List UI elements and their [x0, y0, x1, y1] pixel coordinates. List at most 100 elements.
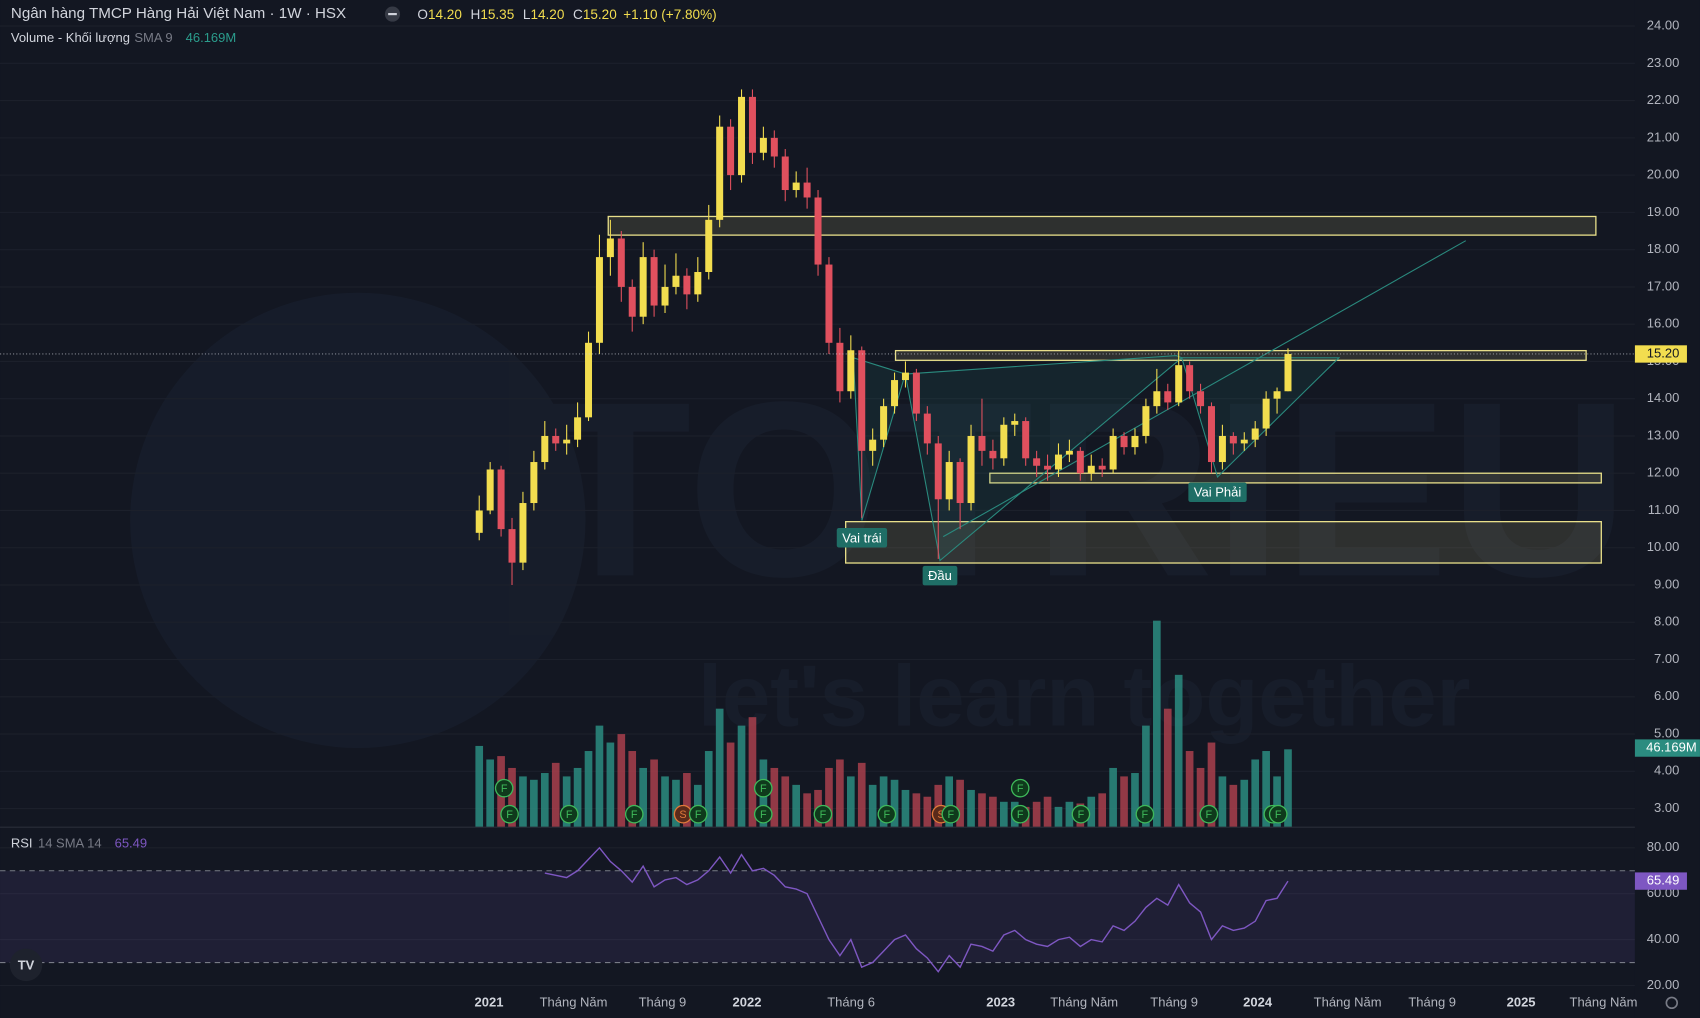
- volume-bar: [890, 779, 899, 828]
- candle-body: [978, 435, 986, 451]
- candle-body: [912, 372, 920, 414]
- candle-body: [869, 439, 877, 451]
- volume-bar: [1087, 796, 1096, 828]
- event-label: F: [948, 809, 955, 821]
- x-tick-label: 2024: [1243, 994, 1273, 1009]
- event-marker[interactable]: [559, 804, 579, 824]
- event-label: F: [631, 809, 638, 821]
- event-label: F: [884, 809, 891, 821]
- volume-bar: [1284, 749, 1292, 828]
- candle-body: [585, 342, 593, 418]
- tv-logo[interactable]: [9, 948, 43, 982]
- candle-body: [836, 342, 844, 392]
- legend-title-row: Ngân hàng TMCP Hàng Hải Việt Nam · 1W · …: [11, 5, 346, 22]
- annotation-box: [922, 565, 958, 586]
- x-tick-label: Tháng 9: [639, 994, 687, 1009]
- volume-bar: [683, 773, 691, 828]
- event-label: F: [1078, 809, 1085, 821]
- candle-body: [1065, 450, 1073, 455]
- candle-body: [672, 275, 680, 287]
- volume-bar: [912, 793, 921, 828]
- annotation-label: Đầu: [928, 568, 952, 583]
- candle-body: [880, 406, 888, 440]
- candle-body: [1207, 406, 1215, 463]
- event-marker[interactable]: [1010, 778, 1030, 798]
- rsi-tick-label: 20.00: [1647, 977, 1680, 992]
- volume-bar: [1142, 725, 1150, 828]
- volume-bar: [540, 773, 549, 828]
- event-marker[interactable]: [753, 804, 773, 824]
- candle-body: [1022, 421, 1030, 459]
- candle-body: [770, 137, 778, 157]
- candle-body: [748, 96, 756, 153]
- ohlc-value: 14.20: [530, 7, 564, 22]
- volume-bar: [628, 751, 637, 828]
- candle-body: [1251, 428, 1259, 440]
- x-tick-label: Tháng Năm: [1314, 994, 1382, 1009]
- candle-body: [595, 257, 603, 343]
- last-price-badge: [1634, 345, 1687, 363]
- event-marker[interactable]: [753, 778, 773, 798]
- event-label: F: [1017, 809, 1024, 821]
- ohlc-label: L: [523, 7, 531, 22]
- candle-body: [803, 182, 811, 198]
- event-marker[interactable]: [1199, 804, 1219, 824]
- y-tick-label: 6.00: [1654, 688, 1679, 703]
- candle-body: [727, 126, 735, 176]
- zone: [607, 215, 1597, 236]
- ohlc-value: 15.20: [583, 7, 617, 22]
- event-marker[interactable]: [1071, 804, 1091, 824]
- candle-body: [497, 469, 505, 530]
- candle-body: [738, 96, 746, 176]
- volume-bar: [879, 776, 888, 828]
- volume-bar: [978, 793, 986, 828]
- event-marker[interactable]: [494, 778, 514, 798]
- event-marker[interactable]: [624, 804, 644, 824]
- event-marker[interactable]: [1135, 804, 1155, 824]
- event-marker[interactable]: [500, 804, 519, 824]
- watermark: TOTRIEU let's learn together: [130, 292, 1629, 749]
- event-marker[interactable]: [1268, 804, 1288, 824]
- volume-bar: [770, 767, 779, 828]
- rsi-tick-label: 40.00: [1647, 931, 1680, 946]
- collapse-icon: [388, 13, 397, 16]
- candle-body: [1284, 353, 1292, 392]
- rsi-tick-label: 80.00: [1647, 839, 1680, 854]
- candle-body: [1076, 450, 1084, 474]
- event-marker[interactable]: [813, 804, 833, 824]
- x-tick-label: Tháng 9: [1408, 994, 1456, 1009]
- volume-bar: [967, 789, 975, 828]
- candle-body: [1098, 465, 1106, 470]
- candle-body: [628, 286, 636, 317]
- candle-body: [825, 264, 833, 343]
- event-label: F: [1017, 783, 1024, 795]
- candle-body: [661, 286, 669, 306]
- event-marker[interactable]: [688, 804, 708, 824]
- event-marker[interactable]: [877, 804, 897, 824]
- volume-bar: [1273, 776, 1281, 828]
- ohlc-value: 15.35: [480, 7, 514, 22]
- event-marker[interactable]: [941, 804, 961, 824]
- zone: [845, 521, 1602, 564]
- volume-bar: [945, 776, 954, 828]
- event-label: F: [760, 783, 767, 795]
- candle-body: [486, 469, 494, 511]
- candle-body: [1054, 454, 1062, 470]
- settings-button[interactable]: [1665, 996, 1679, 1010]
- rsi-line: [544, 846, 1289, 973]
- candle-body: [847, 350, 855, 392]
- volume-bar: [1131, 773, 1139, 828]
- candle-body: [1262, 398, 1270, 429]
- event-marker[interactable]: [1010, 804, 1030, 824]
- rsi-value: 65.49: [115, 836, 148, 851]
- candle-body: [530, 462, 538, 504]
- x-tick-label: Tháng Năm: [540, 994, 608, 1009]
- candle-body: [1087, 465, 1095, 474]
- candle-body: [519, 503, 527, 563]
- ohlc-value: 14.20: [428, 7, 462, 22]
- candle-body: [606, 238, 614, 258]
- ohlc-legend: O14.20 H15.35 L14.20 C15.20 +1.10 (+7.80%): [417, 7, 716, 22]
- event-label: S: [679, 809, 686, 821]
- volume-bar: [1251, 759, 1260, 828]
- volume-legend: Volume - Khối lượng SMA 9 46.169M: [11, 30, 236, 45]
